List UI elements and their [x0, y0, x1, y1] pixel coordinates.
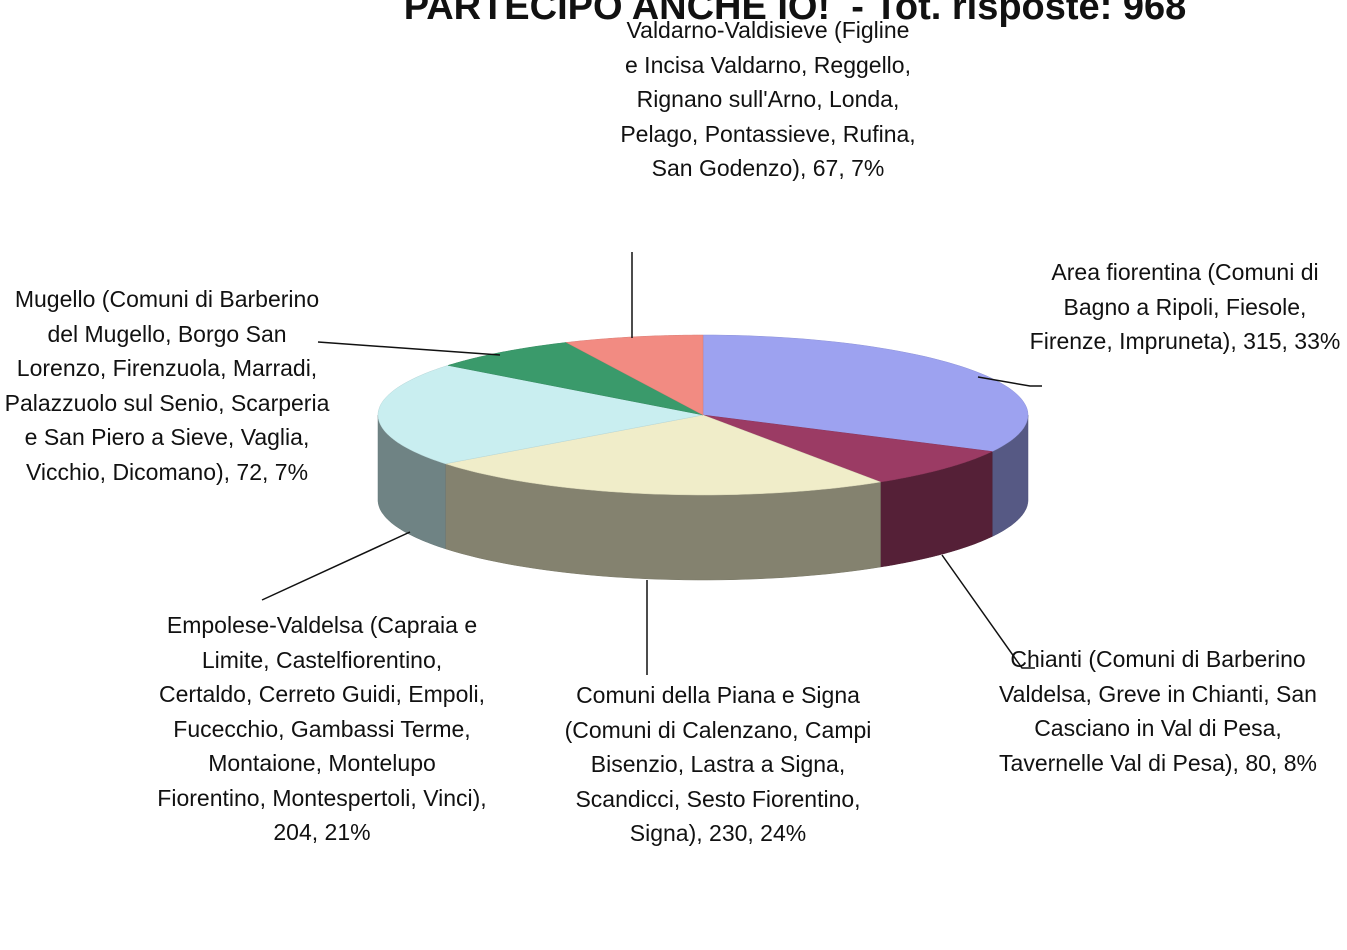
chart-title: PARTECIPO ANCHE IO! - Tot. risposte: 968 — [403, 0, 1187, 28]
leader-line — [941, 554, 1035, 669]
slice — [702, 414, 994, 483]
slice — [565, 334, 704, 416]
data-label: Valdarno-Valdisieve (Figline e Incisa Va… — [620, 17, 916, 181]
leader-lines — [261, 252, 1042, 675]
leader-line — [261, 531, 411, 601]
slice — [702, 334, 1029, 452]
leader-line — [317, 341, 501, 356]
data-label: Chianti (Comuni di Barberino Valdelsa, G… — [999, 646, 1317, 776]
data-label: Empolese-Valdelsa (Capraia e Limite, Cas… — [157, 612, 487, 845]
data-label: Mugello (Comuni di Barberino del Mugello… — [4, 286, 330, 485]
slice — [445, 414, 882, 496]
slice — [447, 342, 704, 416]
slice — [377, 365, 704, 465]
leader-line — [977, 376, 1042, 387]
data-label: Comuni della Piana e Signa (Comuni di Ca… — [564, 682, 872, 846]
pie — [377, 334, 1029, 581]
data-label: Area fiorentina (Comuni di Bagno a Ripol… — [1029, 259, 1341, 354]
